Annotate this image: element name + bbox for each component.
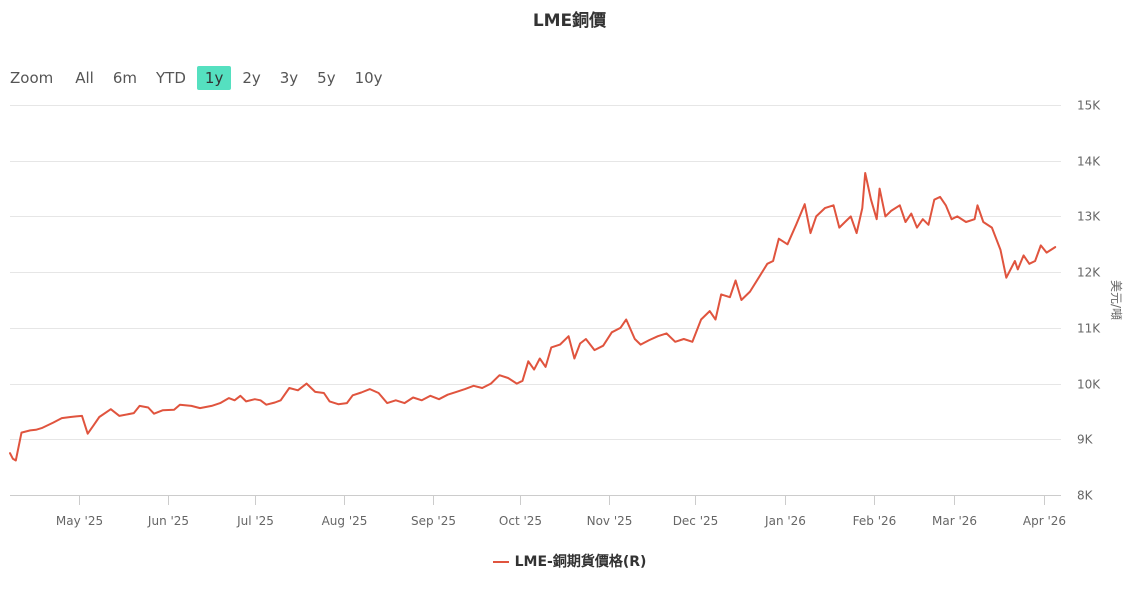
range-button-all[interactable]: All [75,69,94,87]
x-tick-label: Jan '26 [764,514,806,528]
y-tick-label: 13K [1077,210,1101,224]
x-tick-label: Oct '25 [499,514,542,528]
range-button-ytd[interactable]: YTD [156,69,186,87]
y-tick-label: 15K [1077,99,1101,113]
y-tick-label: 14K [1077,155,1101,169]
x-tick-label: Feb '26 [853,514,897,528]
y-tick-label: 12K [1077,266,1101,280]
series-line [9,172,1057,462]
x-tick-label: Jul '25 [236,514,274,528]
x-tick-label: Apr '26 [1023,514,1066,528]
y-axis: 8K 9K 10K 11K 12K 13K 14K 15K 美元/噸 [1077,99,1123,503]
grid-lines [10,105,1061,496]
y-tick-label: 8K [1077,489,1094,503]
range-selector: Zoom All 6m YTD 1y 2y 3y 5y 10y [10,66,394,90]
x-tick-label: Nov '25 [587,514,633,528]
chart-title: LME銅價 [532,11,607,31]
range-button-3y[interactable]: 3y [279,69,299,87]
y-axis-title: 美元/噸 [1109,280,1123,320]
y-tick-label: 11K [1077,322,1101,336]
range-button-6m[interactable]: 6m [112,69,138,87]
range-button-5y[interactable]: 5y [317,69,336,87]
legend-label[interactable]: LME-銅期貨價格(R) [514,554,647,570]
series-layer [9,172,1057,462]
x-tick-label: Aug '25 [322,514,368,528]
y-tick-label: 10K [1077,378,1101,392]
x-tick-label: May '25 [56,514,103,528]
legend[interactable]: LME-銅期貨價格(R) [0,551,1139,571]
y-tick-label: 9K [1077,433,1094,447]
zoom-label: Zoom [10,69,54,87]
x-axis: May '25 Jun '25 Jul '25 Aug '25 Sep '25 Oct '… [56,495,1066,528]
range-button-10y[interactable]: 10y [354,69,383,87]
x-tick-label: Sep '25 [411,514,456,528]
range-button-1y[interactable]: 1y [196,66,232,90]
x-tick-label: Jun '25 [147,514,189,528]
legend-swatch [492,561,509,563]
x-tick-label: Dec '25 [673,514,719,528]
range-button-2y[interactable]: 2y [242,69,261,87]
x-tick-label: Mar '26 [932,514,977,528]
